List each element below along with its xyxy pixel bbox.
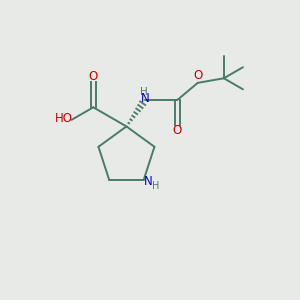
Text: N: N	[141, 92, 149, 105]
Text: O: O	[173, 124, 182, 137]
Text: N: N	[144, 175, 152, 188]
Text: O: O	[89, 70, 98, 83]
Text: O: O	[193, 69, 202, 82]
Text: H: H	[140, 87, 147, 97]
Text: H: H	[152, 181, 159, 191]
Text: HO: HO	[55, 112, 73, 125]
